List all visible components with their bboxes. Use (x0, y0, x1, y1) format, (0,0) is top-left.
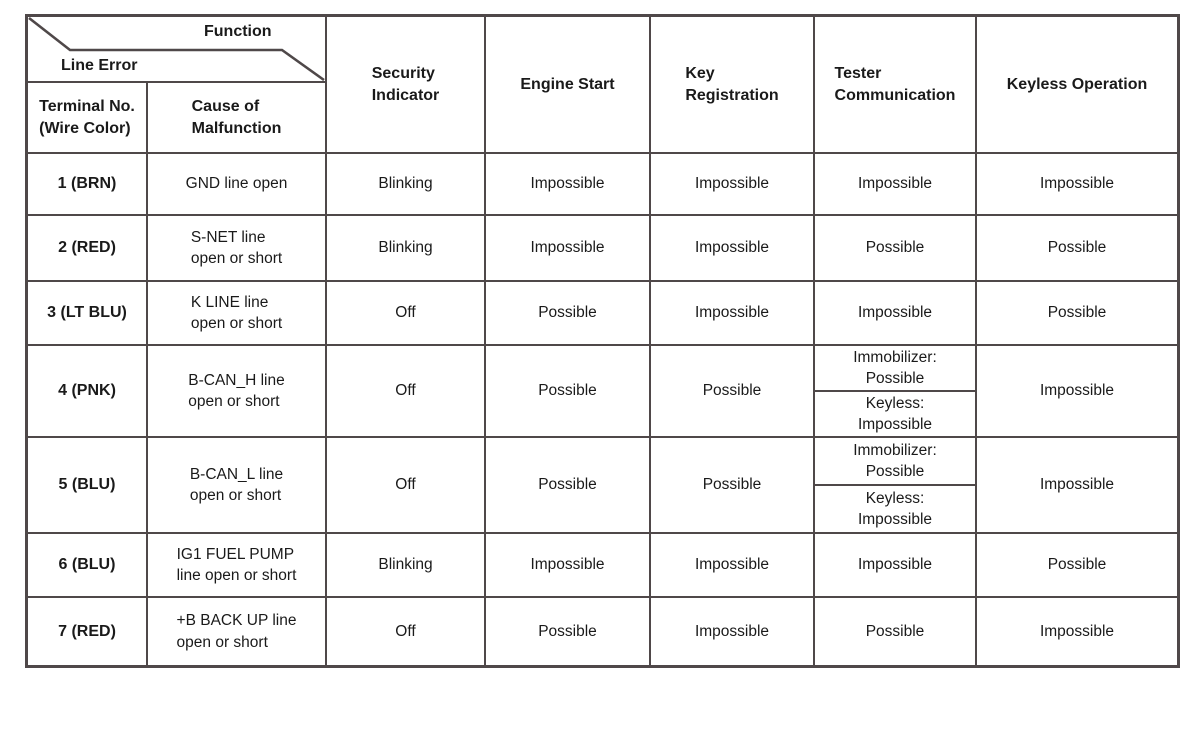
col-header-security-indicator: Security Indicator (327, 17, 484, 152)
row-1-engine-start-cell: Impossible (486, 154, 649, 214)
row-7-terminal-cell: 7 (RED) (28, 598, 146, 665)
row-2-keyless-operation-cell: Possible (977, 216, 1177, 280)
row-2-security-indicator-cell: Blinking (327, 216, 484, 280)
row-1-keyless-operation-cell: Impossible (977, 154, 1177, 214)
corner-cell: Function Line Error (28, 17, 325, 81)
row-1-cause-cell: GND line open (148, 154, 325, 214)
row-1-security-indicator-cell: Blinking (327, 154, 484, 214)
row-1-key-registration-cell: Impossible (651, 154, 813, 214)
row-4-cause-cell: B-CAN_H line open or short (148, 346, 325, 436)
row-6-cause-cell: IG1 FUEL PUMP line open or short (148, 534, 325, 596)
row-1-tester-communication-cell: Impossible (815, 154, 975, 214)
col-header-keyless-operation: Keyless Operation (977, 17, 1177, 152)
row-7-security-indicator-cell: Off (327, 598, 484, 665)
row-3-terminal-cell: 3 (LT BLU) (28, 282, 146, 344)
row-6-terminal-cell: 6 (BLU) (28, 534, 146, 596)
row-3-security-indicator-cell: Off (327, 282, 484, 344)
row-4-keyless-operation-cell: Impossible (977, 346, 1177, 436)
row-4-terminal-cell: 4 (PNK) (28, 346, 146, 436)
row-2-engine-start-cell: Impossible (486, 216, 649, 280)
col-header-engine-start: Engine Start (486, 17, 649, 152)
row-2-tester-communication-cell: Possible (815, 216, 975, 280)
row-5-tester-keyless-subcell: Keyless: Impossible (857, 489, 933, 528)
row-header-terminal-no: Terminal No. (Wire Color) (28, 83, 146, 152)
row-4-security-indicator-cell: Off (327, 346, 484, 436)
row-5-tester-immobilizer-subcell: Immobilizer: Possible (853, 441, 937, 480)
row-3-key-registration-cell: Impossible (651, 282, 813, 344)
row-5-cause-cell: B-CAN_L line open or short (148, 438, 325, 532)
row-4-tester-keyless-subcell: Keyless: Impossible (857, 394, 933, 433)
row-5-key-registration-cell: Possible (651, 438, 813, 532)
diagonal-divider-lines (28, 17, 325, 81)
row-4-tester-communication-cell: Immobilizer: Possible Keyless: Impossibl… (815, 346, 975, 436)
row-2-terminal-cell: 2 (RED) (28, 216, 146, 280)
row-6-tester-communication-cell: Impossible (815, 534, 975, 596)
row-7-tester-communication-cell: Possible (815, 598, 975, 665)
row-1-terminal-cell: 1 (BRN) (28, 154, 146, 214)
row-5-security-indicator-cell: Off (327, 438, 484, 532)
function-axis-label: Function (204, 23, 272, 40)
row-5-terminal-cell: 5 (BLU) (28, 438, 146, 532)
subcell-divider (815, 484, 975, 486)
line-error-axis-label: Line Error (61, 57, 138, 74)
row-3-cause-cell: K LINE line open or short (148, 282, 325, 344)
row-6-security-indicator-cell: Blinking (327, 534, 484, 596)
row-6-engine-start-cell: Impossible (486, 534, 649, 596)
row-5-keyless-operation-cell: Impossible (977, 438, 1177, 532)
subcell-divider (815, 390, 975, 392)
row-5-tester-communication-cell: Immobilizer: Possible Keyless: Impossibl… (815, 438, 975, 532)
row-7-keyless-operation-cell: Impossible (977, 598, 1177, 665)
row-7-engine-start-cell: Possible (486, 598, 649, 665)
row-3-keyless-operation-cell: Possible (977, 282, 1177, 344)
col-header-key-registration: Key Registration (651, 17, 813, 152)
row-6-keyless-operation-cell: Possible (977, 534, 1177, 596)
row-2-cause-cell: S-NET line open or short (148, 216, 325, 280)
row-4-tester-immobilizer-subcell: Immobilizer: Possible (853, 348, 937, 387)
row-4-key-registration-cell: Possible (651, 346, 813, 436)
row-2-key-registration-cell: Impossible (651, 216, 813, 280)
col-header-tester-communication: Tester Communication (815, 17, 975, 152)
row-7-key-registration-cell: Impossible (651, 598, 813, 665)
row-3-tester-communication-cell: Impossible (815, 282, 975, 344)
row-4-engine-start-cell: Possible (486, 346, 649, 436)
row-header-cause-of-malfunction: Cause of Malfunction (148, 83, 325, 152)
row-5-engine-start-cell: Possible (486, 438, 649, 532)
row-3-engine-start-cell: Possible (486, 282, 649, 344)
row-7-cause-cell: +B BACK UP line open or short (148, 598, 325, 665)
row-6-key-registration-cell: Impossible (651, 534, 813, 596)
line-error-function-table: Function Line Error Security Indicator E… (25, 14, 1180, 668)
